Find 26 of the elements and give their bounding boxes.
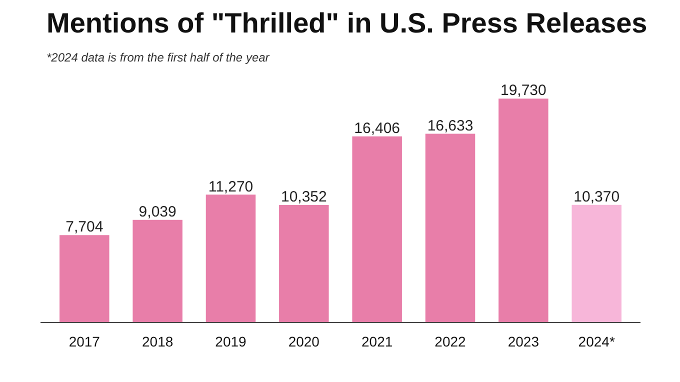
x-tick-label: 2023	[508, 334, 540, 350]
data-label: 16,633	[427, 117, 474, 134]
bar	[132, 220, 182, 322]
bar	[425, 134, 476, 322]
bar	[206, 194, 256, 322]
bar	[279, 205, 329, 322]
chart-subtitle: *2024 data is from the first half of the year	[46, 50, 270, 64]
x-tick-label: 2024*	[578, 334, 616, 350]
data-label: 19,730	[500, 82, 546, 100]
data-label: 7,704	[66, 218, 104, 236]
chart-title: Mentions of "Thrilled" in U.S. Press Releases	[46, 8, 648, 38]
x-tick-label: 2021	[362, 334, 393, 350]
x-tick-label: 2017	[68, 334, 100, 350]
x-tick-label: 2018	[142, 334, 174, 350]
data-label: 11,270	[208, 178, 254, 196]
bar	[572, 204, 622, 322]
bar	[498, 98, 548, 322]
bar	[60, 235, 110, 322]
x-tick-label: 2019	[215, 334, 247, 350]
x-tick-label: 2022	[434, 334, 466, 350]
data-label: 10,370	[574, 188, 620, 206]
data-label: 10,352	[280, 188, 327, 206]
x-tick-label: 2020	[288, 334, 320, 350]
data-label: 16,406	[354, 120, 400, 137]
bar	[352, 136, 402, 322]
data-label: 9,039	[138, 204, 176, 221]
